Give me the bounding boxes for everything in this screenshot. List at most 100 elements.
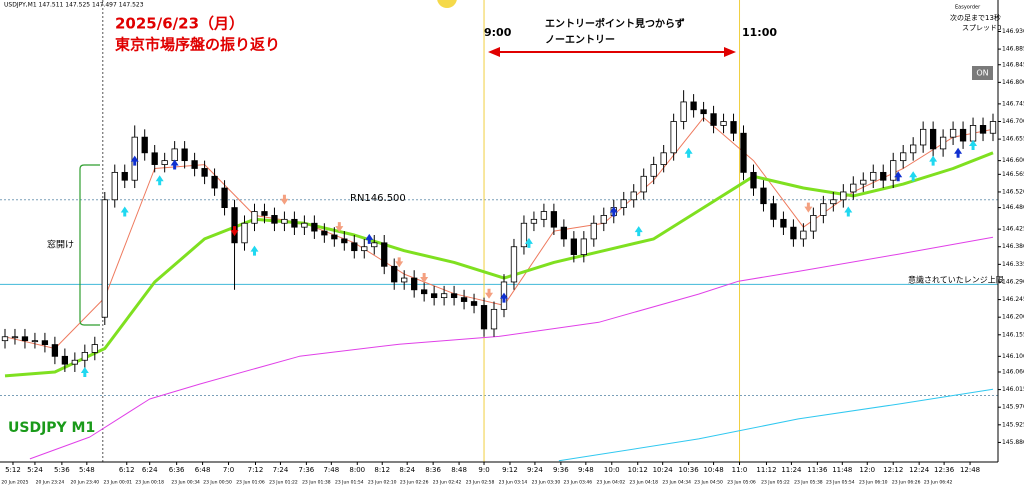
y-tick-label: 146.480 bbox=[1002, 204, 1024, 211]
candle-body bbox=[929, 128, 937, 150]
candle-body bbox=[510, 246, 518, 283]
signal-arrow bbox=[230, 226, 239, 237]
signal-arrow bbox=[485, 288, 494, 299]
candle-body bbox=[201, 168, 208, 177]
candle-body bbox=[660, 152, 667, 165]
y-tick-label: 145.970 bbox=[1002, 404, 1024, 411]
candle-body bbox=[361, 246, 368, 252]
on-button-label[interactable]: ON bbox=[976, 69, 988, 78]
candle-body bbox=[780, 218, 787, 228]
candle-body bbox=[530, 218, 538, 224]
x-tick-label: 5:48 bbox=[79, 466, 95, 474]
x-tick-label: 8:12 bbox=[374, 466, 390, 474]
candle-body bbox=[91, 344, 98, 353]
candle-body bbox=[171, 148, 178, 162]
x-tick-label: 10:48 bbox=[703, 466, 723, 474]
candle-body bbox=[341, 238, 348, 244]
candle-body bbox=[191, 160, 198, 169]
x-tick-label: 9:24 bbox=[527, 466, 543, 474]
annotation-range-top: 意識されていたレンジ上限 bbox=[908, 275, 1004, 285]
signal-arrow bbox=[250, 245, 259, 256]
y-tick-label: 145.925 bbox=[1002, 421, 1024, 428]
y-tick-label: 146.800 bbox=[1002, 79, 1024, 86]
candle-body bbox=[161, 160, 168, 165]
candle-body bbox=[880, 171, 887, 181]
x-tick-label: 10:24 bbox=[653, 466, 674, 474]
indicator-line bbox=[29, 236, 994, 460]
candle-body bbox=[281, 218, 288, 224]
panel-label: スプレッド0 bbox=[962, 24, 1001, 32]
signal-arrow bbox=[335, 222, 344, 233]
candle-body bbox=[101, 199, 108, 318]
candle-body bbox=[61, 355, 69, 365]
x-tick-label: 6:36 bbox=[169, 466, 185, 474]
x-tick-label: 5:24 bbox=[27, 466, 43, 474]
candle-body bbox=[401, 277, 408, 283]
x-tick-label: 5:36 bbox=[54, 466, 70, 474]
x-date-label: 23 Jun 02:10 bbox=[368, 480, 397, 486]
candle-body bbox=[820, 203, 827, 216]
candle-body bbox=[311, 222, 318, 232]
candle-body bbox=[760, 187, 767, 205]
candle-body bbox=[291, 218, 298, 228]
signal-arrow bbox=[969, 139, 978, 150]
signal-arrow bbox=[634, 226, 643, 237]
candle-body bbox=[450, 293, 458, 299]
annotation-round-number: RN146.500 bbox=[350, 193, 406, 204]
candle-body bbox=[111, 171, 118, 201]
y-tick-label: 146.885 bbox=[1002, 46, 1024, 53]
signal-arrow bbox=[894, 171, 903, 182]
candle-body bbox=[989, 121, 997, 134]
candle-body bbox=[900, 152, 907, 162]
candle-body bbox=[560, 226, 568, 240]
candle-body bbox=[440, 293, 448, 299]
candle-body bbox=[910, 144, 917, 154]
candle-body bbox=[570, 238, 577, 255]
annotation-gap: 窓開け bbox=[47, 239, 74, 251]
gap-bracket bbox=[79, 164, 100, 326]
candle-body bbox=[51, 344, 59, 357]
x-tick-label: 12:0 bbox=[859, 466, 875, 474]
y-tick-label: 146.335 bbox=[1002, 261, 1024, 268]
candle-body bbox=[800, 230, 807, 240]
x-date-label: 23 Jun 00:18 bbox=[135, 480, 164, 486]
candle-body bbox=[151, 152, 158, 165]
x-date-label: 20 Jun 23:24 bbox=[36, 480, 65, 486]
x-date-label: 23 Jun 03:46 bbox=[564, 480, 593, 486]
signal-arrow bbox=[954, 147, 963, 158]
x-tick-label: 11:12 bbox=[756, 466, 776, 474]
x-date-label: 23 Jun 01:38 bbox=[302, 480, 331, 486]
y-tick-label: 146.930 bbox=[1002, 28, 1024, 35]
indicator-dot bbox=[437, 0, 457, 8]
annotation-note: エントリーポイント見つからず bbox=[545, 17, 685, 30]
annotation-symbol: USDJPY M1 bbox=[8, 420, 95, 436]
symbol-info: USDJPY,M1 147.511 147.525 147.497 147.52… bbox=[4, 2, 144, 9]
x-tick-label: 12:24 bbox=[909, 466, 930, 474]
x-tick-label: 12:12 bbox=[883, 466, 903, 474]
candle-body bbox=[840, 191, 847, 201]
x-date-label: 23 Jun 02:58 bbox=[466, 480, 495, 486]
candle-body bbox=[580, 238, 587, 255]
candle-body bbox=[261, 211, 268, 216]
x-tick-label: 9:36 bbox=[553, 466, 569, 474]
candle-body bbox=[460, 297, 468, 302]
y-tick-label: 146.520 bbox=[1002, 188, 1024, 195]
candle-body bbox=[540, 211, 548, 220]
on-button[interactable] bbox=[972, 66, 993, 80]
x-tick-label: 7:36 bbox=[299, 466, 315, 474]
x-tick-label: 11:36 bbox=[807, 466, 828, 474]
x-tick-label: 8:48 bbox=[451, 466, 467, 474]
x-tick-label: 6:48 bbox=[195, 466, 211, 474]
annotation-start-time: 9:00 bbox=[484, 26, 512, 39]
signal-arrow bbox=[909, 171, 918, 182]
candle-body bbox=[979, 125, 987, 134]
x-tick-label: 9:48 bbox=[578, 466, 594, 474]
signal-arrow bbox=[130, 155, 139, 166]
x-date-label: 23 Jun 06:26 bbox=[892, 480, 921, 486]
candle-body bbox=[221, 187, 228, 209]
candle-body bbox=[331, 234, 338, 240]
x-tick-label: 9:0 bbox=[478, 466, 489, 474]
x-date-label: 20 Jun 2025 bbox=[1, 480, 28, 486]
signal-arrow bbox=[395, 257, 404, 268]
